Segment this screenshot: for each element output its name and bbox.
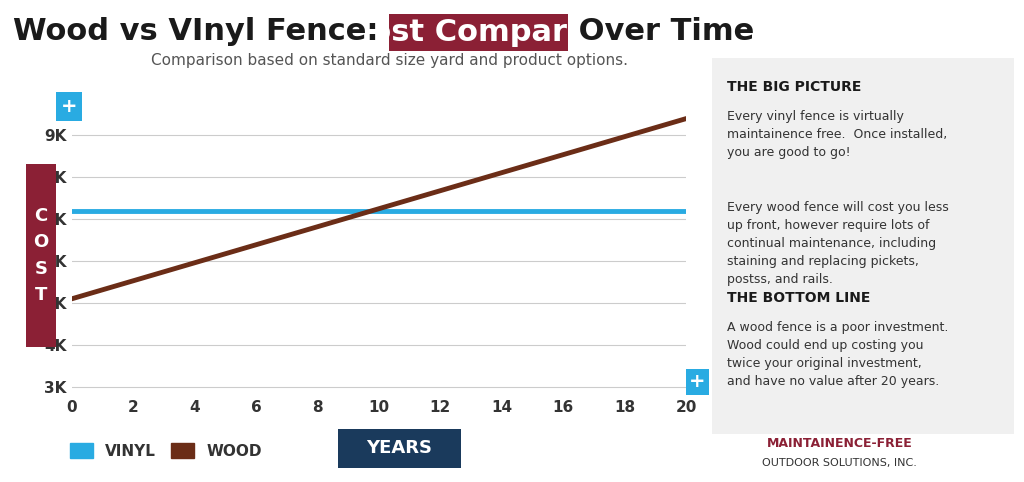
Text: A wood fence is a poor investment.
Wood could end up costing you
twice your orig: A wood fence is a poor investment. Wood …	[727, 321, 948, 388]
Text: Over Time: Over Time	[568, 17, 755, 46]
Text: Every wood fence will cost you less
up front, however require lots of
continual : Every wood fence will cost you less up f…	[727, 201, 948, 286]
Text: THE BIG PICTURE: THE BIG PICTURE	[727, 80, 861, 94]
Text: C
O
S
T: C O S T	[34, 207, 48, 304]
Text: MAINTAINENCE-FREE: MAINTAINENCE-FREE	[767, 437, 912, 450]
Legend: VINYL, WOOD: VINYL, WOOD	[63, 437, 268, 465]
Text: Every vinyl fence is virtually
maintainence free.  Once installed,
you are good : Every vinyl fence is virtually maintaine…	[727, 110, 947, 160]
Text: Cost Compared: Cost Compared	[348, 18, 609, 47]
Text: +: +	[689, 373, 706, 391]
Text: Comparison based on standard size yard and product options.: Comparison based on standard size yard a…	[151, 53, 628, 68]
Text: THE BOTTOM LINE: THE BOTTOM LINE	[727, 291, 870, 305]
Text: +: +	[60, 96, 78, 116]
Text: Wood vs VInyl Fence:: Wood vs VInyl Fence:	[13, 17, 389, 46]
Text: OUTDOOR SOLUTIONS, INC.: OUTDOOR SOLUTIONS, INC.	[762, 458, 918, 468]
Text: YEARS: YEARS	[367, 439, 432, 457]
